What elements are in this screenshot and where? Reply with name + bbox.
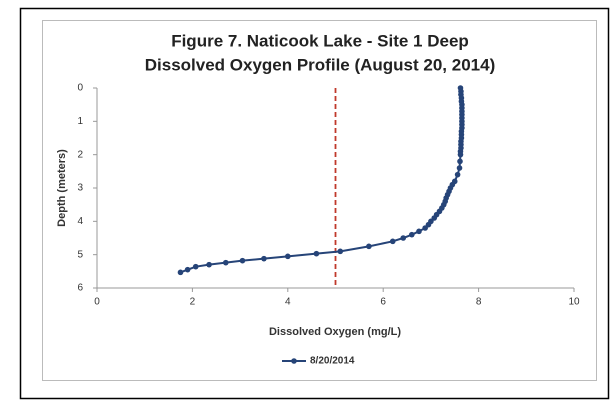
y-tick-label: 3 bbox=[77, 183, 83, 194]
data-point bbox=[192, 263, 199, 270]
data-point bbox=[422, 225, 428, 231]
data-point bbox=[337, 248, 344, 255]
y-tick-label: 2 bbox=[77, 149, 83, 160]
data-point bbox=[457, 158, 463, 165]
x-axis-title: Dissolved Oxygen (mg/L) bbox=[269, 326, 401, 338]
y-tick-label: 0 bbox=[77, 83, 83, 94]
data-point bbox=[313, 250, 320, 257]
chart-title: Figure 7. Naticook Lake - Site 1 Deep bbox=[171, 31, 469, 50]
data-point bbox=[400, 235, 407, 241]
data-point bbox=[366, 243, 372, 250]
data-point bbox=[409, 231, 415, 238]
data-point bbox=[184, 266, 191, 273]
data-point bbox=[177, 269, 184, 276]
x-tick-label: 6 bbox=[380, 297, 386, 308]
data-point bbox=[456, 165, 463, 171]
data-point bbox=[285, 253, 291, 260]
y-tick-label: 6 bbox=[77, 283, 83, 294]
legend-marker bbox=[291, 358, 297, 364]
data-point bbox=[416, 228, 422, 235]
x-tick-label: 4 bbox=[285, 297, 291, 308]
data-point bbox=[389, 238, 396, 245]
x-tick-label: 8 bbox=[476, 297, 482, 308]
legend-label: 8/20/2014 bbox=[310, 356, 355, 367]
data-point bbox=[239, 257, 246, 264]
data-point bbox=[206, 261, 212, 268]
x-tick-label: 2 bbox=[190, 297, 196, 308]
data-point bbox=[261, 255, 267, 262]
y-tick-label: 5 bbox=[77, 249, 83, 260]
data-point bbox=[222, 259, 229, 266]
chart-area bbox=[42, 20, 597, 381]
chart-title: Dissolved Oxygen Profile (August 20, 201… bbox=[145, 55, 496, 74]
y-tick-label: 1 bbox=[77, 116, 83, 127]
x-tick-label: 10 bbox=[568, 297, 580, 308]
y-tick-label: 4 bbox=[77, 216, 83, 227]
y-axis-title: Depth (meters) bbox=[56, 149, 68, 227]
data-point bbox=[454, 171, 461, 178]
x-tick-label: 0 bbox=[94, 297, 100, 308]
data-point bbox=[457, 151, 464, 158]
